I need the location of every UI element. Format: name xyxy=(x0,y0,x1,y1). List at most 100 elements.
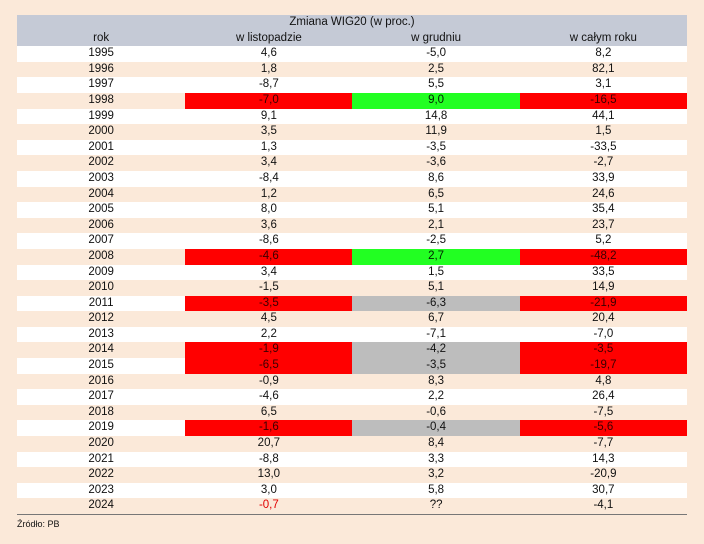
year-cell: 2022 xyxy=(88,468,114,481)
year-cell: 2023 xyxy=(88,483,114,496)
full-year-cell: 14,3 xyxy=(592,452,615,465)
table-row: 1998 -7,0 9,0 -16,5 xyxy=(17,92,687,109)
source-note: Źródło: PB xyxy=(17,519,60,529)
table-row: 2016 -0,9 8,3 4,8 xyxy=(17,373,687,390)
year-cell: 2002 xyxy=(88,156,114,169)
year-cell: 2013 xyxy=(88,327,114,340)
year-cell: 2010 xyxy=(88,281,114,294)
year-cell: 2021 xyxy=(88,452,114,465)
november-cell: -0,9 xyxy=(258,374,279,387)
december-cell: 8,6 xyxy=(428,171,445,184)
december-cell: -3,6 xyxy=(426,156,447,169)
november-cell: -8,4 xyxy=(258,171,279,184)
full-year-cell: 33,9 xyxy=(592,171,615,184)
december-cell: -7,1 xyxy=(426,327,447,340)
december-cell: 5,1 xyxy=(428,281,445,294)
full-year-cell: 35,4 xyxy=(592,203,615,216)
december-cell: 6,7 xyxy=(428,312,445,325)
december-cell: -3,5 xyxy=(426,140,447,153)
table-row: 2021 -8,8 3,3 14,3 xyxy=(17,451,687,468)
year-cell: 2003 xyxy=(88,171,114,184)
december-cell: -6,3 xyxy=(352,295,520,312)
year-cell: 2014 xyxy=(88,343,114,356)
year-cell: 2000 xyxy=(88,125,114,138)
december-cell: 6,5 xyxy=(428,187,445,200)
november-cell: -8,8 xyxy=(258,452,279,465)
table-row: 2020 20,7 8,4 -7,7 xyxy=(17,436,687,452)
table-row: 2006 3,6 2,1 23,7 xyxy=(17,217,687,234)
full-year-cell: 4,8 xyxy=(595,374,612,387)
full-year-cell: -5,6 xyxy=(519,420,687,437)
november-cell: -1,5 xyxy=(258,281,279,294)
december-cell: ?? xyxy=(429,499,443,512)
december-cell: 14,8 xyxy=(424,109,448,122)
table-header-row: rok w listopadzie w grudniu w całym roku xyxy=(17,30,687,47)
table-row: 2017 -4,6 2,2 26,4 xyxy=(17,389,687,405)
full-year-cell: -21,9 xyxy=(519,295,687,312)
year-cell: 2012 xyxy=(88,312,114,325)
year-cell: 1996 xyxy=(88,62,114,75)
table-row: 2008 -4,6 2,7 -48,2 xyxy=(17,248,687,265)
december-cell: -2,5 xyxy=(426,234,447,247)
column-header-rok-caly: w całym roku xyxy=(569,31,637,44)
table-body: 1995 4,6 -5,0 8,2 1996 1,8 2,5 82,1 1997 -8,7 5,5 3… xyxy=(17,46,687,515)
december-cell: 9,0 xyxy=(352,92,520,109)
table-row: 2014 -1,9 -4,2 -3,5 xyxy=(17,342,687,359)
december-cell: 5,1 xyxy=(428,203,445,216)
full-year-cell: -7,0 xyxy=(593,327,614,340)
full-year-cell: 44,1 xyxy=(592,109,615,122)
december-cell: -5,0 xyxy=(426,47,447,60)
december-cell: 8,4 xyxy=(428,437,445,450)
november-cell: 6,5 xyxy=(260,405,277,418)
year-cell: 2024 xyxy=(88,499,114,512)
november-cell: -8,7 xyxy=(258,78,279,91)
november-cell: -1,9 xyxy=(185,342,353,359)
table-row: 2005 8,0 5,1 35,4 xyxy=(17,202,687,218)
table-row: 2012 4,5 6,7 20,4 xyxy=(17,311,687,327)
table-row: 2018 6,5 -0,6 -7,5 xyxy=(17,404,687,421)
november-cell: 20,7 xyxy=(257,437,281,450)
december-cell: 2,1 xyxy=(428,218,445,231)
november-cell: -3,5 xyxy=(185,295,353,312)
table-row: 1995 4,6 -5,0 8,2 xyxy=(17,46,687,62)
full-year-cell: 20,4 xyxy=(592,312,615,325)
table-row: 2013 2,2 -7,1 -7,0 xyxy=(17,326,687,343)
full-year-cell: -19,7 xyxy=(519,358,687,374)
december-cell: 2,5 xyxy=(428,62,445,75)
november-cell: -6,5 xyxy=(185,358,353,374)
table-row: 2002 3,4 -3,6 -2,7 xyxy=(17,155,687,171)
column-header-grudzien: w grudniu xyxy=(411,31,462,44)
year-cell: 2009 xyxy=(88,265,114,278)
year-cell: 2020 xyxy=(88,437,114,450)
table-row: 1999 9,1 14,8 44,1 xyxy=(17,108,687,125)
november-cell: -0,7 xyxy=(258,499,279,512)
full-year-cell: -20,9 xyxy=(590,468,617,481)
full-year-cell: -7,7 xyxy=(593,437,614,450)
november-cell: 3,6 xyxy=(260,218,277,231)
table-row: 2015 -6,5 -3,5 -19,7 xyxy=(17,358,687,374)
december-cell: -3,5 xyxy=(352,358,520,374)
november-cell: -4,6 xyxy=(258,390,279,403)
december-cell: 2,7 xyxy=(352,248,520,265)
full-year-cell: 14,9 xyxy=(592,281,615,294)
full-year-cell: -3,5 xyxy=(519,342,687,359)
table-row: 2024 -0,7?? -4,1 xyxy=(17,498,687,515)
year-cell: 2005 xyxy=(88,203,114,216)
november-cell: 1,3 xyxy=(260,140,277,153)
table-row: 2023 3,0 5,8 30,7 xyxy=(17,482,687,499)
november-cell: 1,2 xyxy=(260,187,277,200)
year-cell: 2016 xyxy=(88,374,114,387)
year-cell: 2017 xyxy=(88,390,114,403)
december-cell: 5,8 xyxy=(428,483,445,496)
november-cell: -4,6 xyxy=(185,248,353,265)
december-cell: 2,2 xyxy=(428,390,445,403)
full-year-cell: -16,5 xyxy=(519,92,687,109)
december-cell: 3,3 xyxy=(428,452,445,465)
year-cell: 2001 xyxy=(88,140,114,153)
table-row: 1997 -8,7 5,5 3,1 xyxy=(17,77,687,93)
november-cell: -7,0 xyxy=(185,92,353,109)
full-year-cell: -2,7 xyxy=(593,156,614,169)
year-cell: 2006 xyxy=(88,218,114,231)
table-title: Zmiana WIG20 (w proc.) xyxy=(289,16,415,28)
november-cell: 3,4 xyxy=(260,265,277,278)
